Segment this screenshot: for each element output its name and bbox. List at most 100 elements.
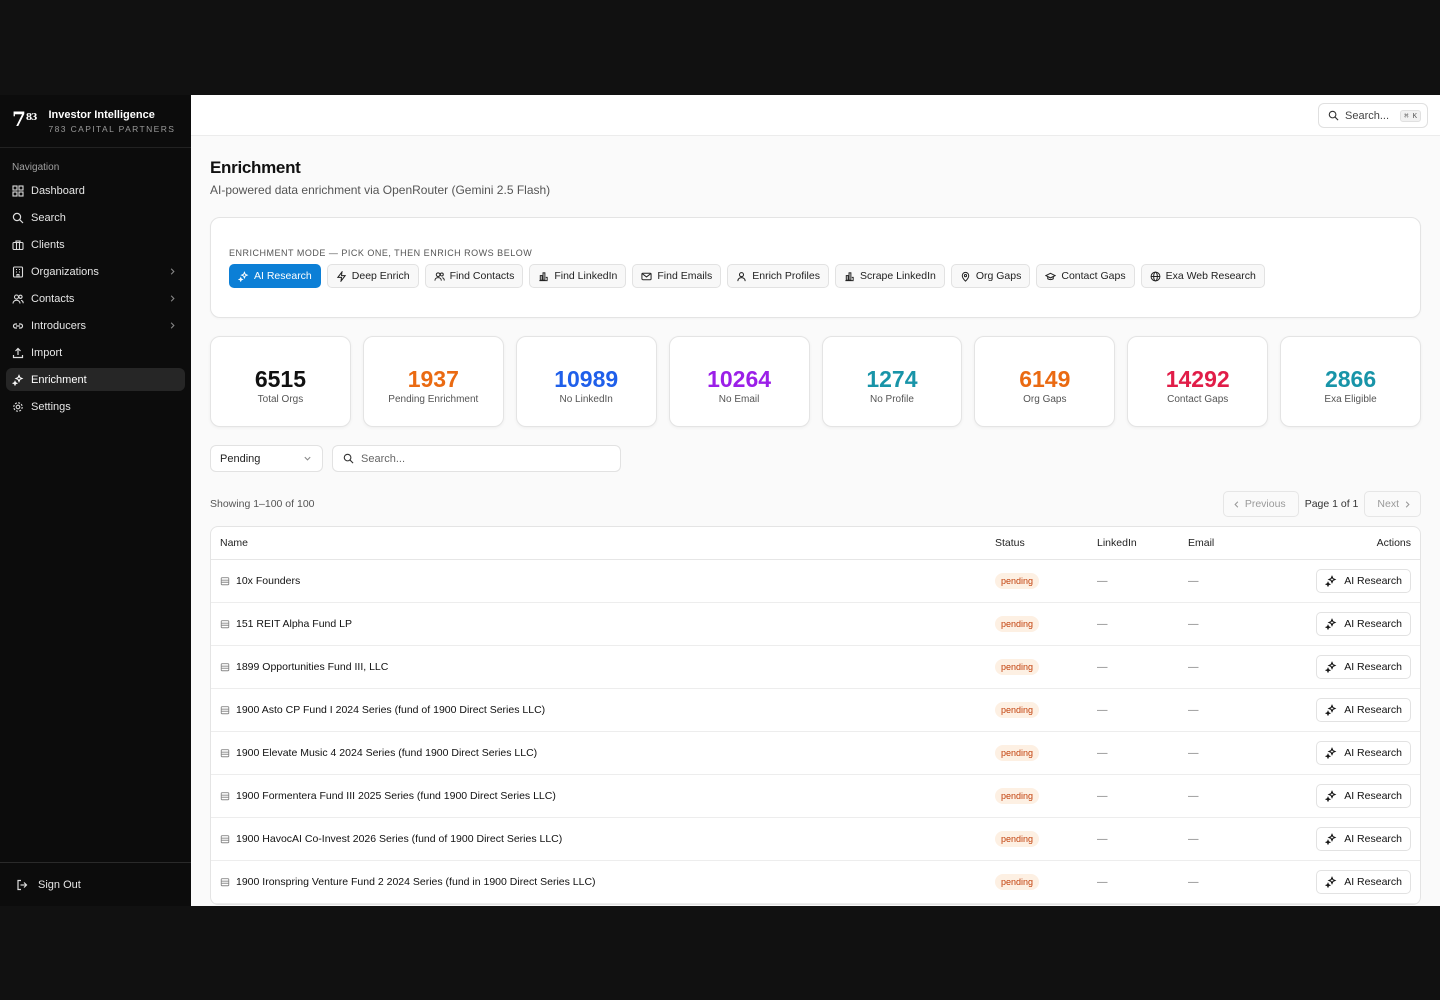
table-search-input[interactable]: Search... [332,445,621,472]
sidebar-item-label: Enrichment [31,373,87,386]
stat-card-no-linkedin: 10989 No LinkedIn [515,336,657,427]
organizations-table: Name Status LinkedIn Email Actions 10x F… [210,526,1421,905]
table-row[interactable]: 1899 Opportunities Fund III, LLC pending —… [211,646,1420,689]
mode-find-contacts-button[interactable]: Find Contacts [424,264,524,288]
sidebar: 783 Investor Intelligence 783 CAPITAL PA… [0,95,191,906]
status-filter-select[interactable]: Pending [210,445,323,472]
sidebar-item-search[interactable]: Search [6,206,185,229]
ai-research-button[interactable]: AI Research [1316,784,1411,808]
mode-find-emails-button[interactable]: Find Emails [632,264,722,288]
org-name: 1900 Elevate Music 4 2024 Series (fund 1… [236,747,538,759]
sidebar-item-contacts[interactable]: Contacts [6,287,185,310]
column-header-linkedin[interactable]: LinkedIn [1097,537,1137,549]
table-row[interactable]: 1900 Elevate Music 4 2024 Series (fund 1… [211,732,1420,775]
global-search-placeholder: Search... [1345,109,1390,122]
chevron-right-icon [170,268,175,275]
next-page-button[interactable]: Next [1364,491,1421,517]
org-name: 1900 Ironspring Venture Fund 2 2024 Seri… [236,876,596,888]
org-name-cell[interactable]: 10x Founders [211,575,986,587]
table-row[interactable]: 1900 HavocAI Co-Invest 2026 Series (fund… [211,818,1420,861]
column-header-name[interactable]: Name [220,537,249,549]
mode-scrape-linkedin-button[interactable]: Scrape LinkedIn [834,264,945,288]
ai-research-button[interactable]: AI Research [1316,698,1411,722]
org-name-cell[interactable]: 1900 Ironspring Venture Fund 2 2024 Seri… [211,876,986,888]
table-row[interactable]: 1900 Ironspring Venture Fund 2 2024 Seri… [211,861,1420,904]
link-icon [12,322,24,329]
stat-label: Total Orgs [257,394,304,405]
stat-card-exa-eligible: 2866 Exa Eligible [1280,336,1421,427]
ai-research-label: AI Research [1344,618,1402,630]
actions-cell: AI Research [1270,827,1420,851]
stat-card-no-email: 10264 No Email [668,336,810,427]
org-name-cell[interactable]: 1900 HavocAI Co-Invest 2026 Series (fund… [211,833,986,845]
table-row[interactable]: 1900 Formentera Fund III 2025 Series (fu… [211,775,1420,818]
chevron-right-icon [1405,500,1410,508]
table-row[interactable]: 10x Founders pending — — AI Research [211,560,1420,603]
column-header-status[interactable]: Status [995,537,1025,549]
linkedin-cell: — [1097,618,1108,630]
ai-research-button[interactable]: AI Research [1316,827,1411,851]
search-icon [1328,110,1339,121]
stat-value: 10989 [554,366,619,392]
enrichment-mode-buttons: AI Research Deep Enrich Find Contacts Fi… [229,264,1402,288]
mode-org-gaps-button[interactable]: Org Gaps [950,264,1031,288]
ai-research-button[interactable]: AI Research [1316,612,1411,636]
mode-button-label: Scrape LinkedIn [859,270,936,282]
ai-research-label: AI Research [1344,747,1402,759]
ai-research-label: AI Research [1344,876,1402,888]
org-name-cell[interactable]: 1900 Asto CP Fund I 2024 Series (fund of… [211,704,986,716]
status-badge: pending [995,745,1040,761]
mode-exa-web-research-button[interactable]: Exa Web Research [1140,264,1265,288]
org-name-cell[interactable]: 1899 Opportunities Fund III, LLC [211,661,986,673]
ai-research-button[interactable]: AI Research [1316,655,1411,679]
org-name-cell[interactable]: 151 REIT Alpha Fund LP [211,618,986,630]
chevron-right-icon [170,295,175,302]
org-name: 1900 Formentera Fund III 2025 Series (fu… [236,790,556,802]
sidebar-item-settings[interactable]: Settings [6,395,185,418]
ai-research-button[interactable]: AI Research [1316,870,1411,894]
ai-research-label: AI Research [1344,661,1402,673]
building-icon [220,577,230,586]
global-search-button[interactable]: Search... ⌘ K [1318,103,1428,128]
sidebar-item-dashboard[interactable]: Dashboard [6,179,185,202]
linkedin-cell: — [1097,833,1108,845]
sidebar-item-organizations[interactable]: Organizations [6,260,185,283]
sidebar-item-import[interactable]: Import [6,341,185,364]
table-row[interactable]: 1900 Asto CP Fund I 2024 Series (fund of… [211,689,1420,732]
table-row[interactable]: 151 REIT Alpha Fund LP pending — — AI Resear… [211,603,1420,646]
ai-research-button[interactable]: AI Research [1316,569,1411,593]
linkedin-cell: — [1097,747,1108,759]
sign-out-button[interactable]: Sign Out [0,862,191,906]
org-name-cell[interactable]: 1900 Formentera Fund III 2025 Series (fu… [211,790,986,802]
sidebar-item-label: Contacts [31,292,75,305]
brand-subtitle: 783 CAPITAL PARTNERS [48,124,176,134]
status-cell: pending [986,831,1088,847]
linkedin-cell: — [1097,575,1108,587]
mode-enrich-profiles-button[interactable]: Enrich Profiles [727,264,829,288]
org-name-cell[interactable]: 1900 Elevate Music 4 2024 Series (fund 1… [211,747,986,759]
mode-contact-gaps-button[interactable]: Contact Gaps [1036,264,1135,288]
column-header-email[interactable]: Email [1188,537,1215,549]
mode-button-label: Find Contacts [449,270,515,282]
mode-button-label: Enrich Profiles [752,270,820,282]
status-cell: pending [986,745,1088,761]
mode-ai-research-button[interactable]: AI Research [229,264,321,288]
previous-page-button[interactable]: Previous [1222,491,1299,517]
mode-find-linkedin-button[interactable]: Find LinkedIn [529,264,627,288]
brand[interactable]: 783 Investor Intelligence 783 CAPITAL PA… [0,95,191,148]
sidebar-item-label: Dashboard [31,184,85,197]
mode-deep-enrich-button[interactable]: Deep Enrich [326,264,419,288]
ai-research-label: AI Research [1344,575,1402,587]
ai-research-button[interactable]: AI Research [1316,741,1411,765]
sidebar-item-introducers[interactable]: Introducers [6,314,185,337]
stat-card-org-gaps: 6149 Org Gaps [974,336,1116,427]
upload-icon [12,347,24,358]
sidebar-item-label: Clients [31,238,65,251]
stat-label: No LinkedIn [559,394,613,405]
previous-label: Previous [1244,498,1286,510]
enrichment-mode-card: Enrichment mode — pick one, then enrich … [210,217,1421,318]
building-icon [220,663,230,672]
sidebar-item-clients[interactable]: Clients [6,233,185,256]
status-badge: pending [995,573,1040,589]
sidebar-item-enrichment[interactable]: Enrichment [6,368,185,391]
